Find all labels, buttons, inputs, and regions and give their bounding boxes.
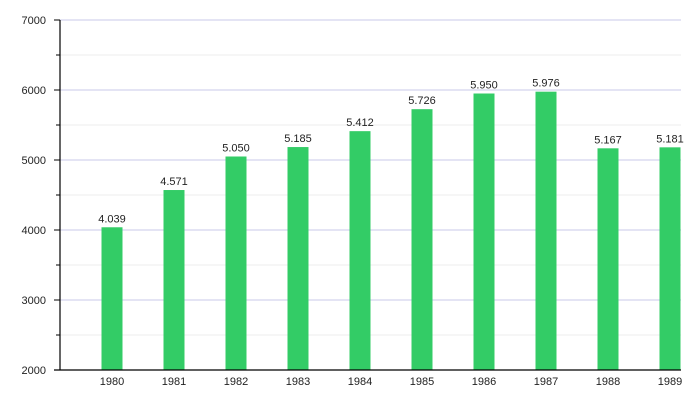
data-label: 5.726 [408, 95, 436, 107]
y-tick-label: 6000 [22, 85, 46, 97]
bar-1981 [163, 190, 185, 370]
data-label: 5.167 [594, 134, 622, 146]
x-tick-label: 1988 [596, 376, 620, 388]
bar-1988 [597, 148, 619, 370]
x-tick-label: 1982 [224, 376, 248, 388]
data-label: 5.412 [346, 117, 374, 129]
x-tick-label: 1989 [658, 376, 682, 388]
data-label: 4.571 [160, 176, 188, 188]
data-label: 5.185 [284, 133, 312, 145]
bar-1985 [411, 109, 433, 371]
bar-1983 [287, 147, 309, 370]
data-label: 4.039 [98, 213, 126, 225]
bar-1980 [101, 227, 123, 370]
x-tick-label: 1981 [162, 376, 186, 388]
y-tick-label: 5000 [22, 155, 46, 167]
y-tick-label: 7000 [22, 15, 46, 27]
bar-1989 [659, 147, 681, 370]
x-tick-label: 1986 [472, 376, 496, 388]
data-label: 5.950 [470, 80, 498, 92]
y-tick-label: 3000 [22, 295, 46, 307]
x-tick-label: 1984 [348, 376, 372, 388]
data-label: 5.050 [222, 143, 250, 155]
data-label: 5.181 [656, 133, 684, 145]
y-tick-label: 4000 [22, 225, 46, 237]
bar-1982 [225, 156, 247, 370]
bar-1986 [473, 93, 495, 370]
bar-1987 [535, 91, 557, 371]
bar-1984 [349, 131, 371, 370]
data-label: 5.976 [532, 78, 560, 90]
y-tick-label: 2000 [22, 365, 46, 377]
x-tick-label: 1980 [100, 376, 124, 388]
x-tick-label: 1985 [410, 376, 434, 388]
x-tick-label: 1983 [286, 376, 310, 388]
x-tick-label: 1987 [534, 376, 558, 388]
